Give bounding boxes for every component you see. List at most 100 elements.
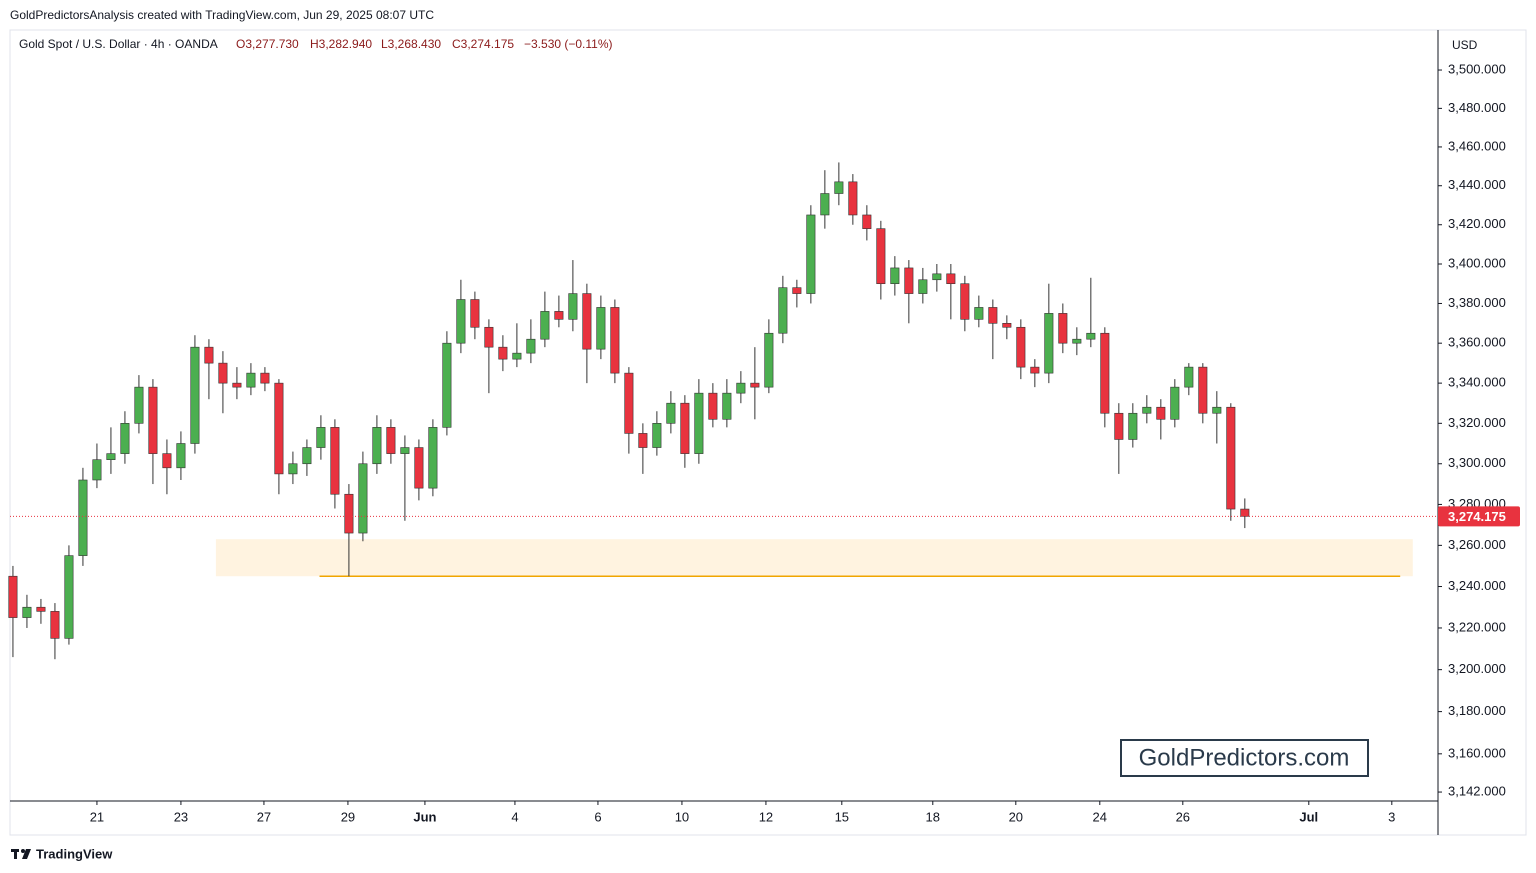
candle-body bbox=[946, 273, 956, 285]
candle-body bbox=[232, 382, 242, 388]
y-tick-label: 3,500.000 bbox=[1448, 61, 1506, 76]
change: −3.530 (−0.11%) bbox=[524, 37, 613, 51]
candle-body bbox=[1086, 332, 1096, 340]
candle-body bbox=[260, 372, 270, 384]
caption: GoldPredictorsAnalysis created with Trad… bbox=[10, 8, 434, 22]
candle-body bbox=[92, 459, 102, 481]
x-tick-label: 10 bbox=[675, 809, 689, 824]
last-price-label: 3,274.175 bbox=[1448, 509, 1506, 524]
candle-body bbox=[498, 346, 508, 360]
candle-body bbox=[778, 287, 788, 334]
candle-body bbox=[540, 311, 550, 340]
candle-body bbox=[470, 299, 480, 328]
candle-body bbox=[638, 433, 648, 448]
x-tick-label: 3 bbox=[1388, 809, 1395, 824]
candle-body bbox=[680, 402, 690, 454]
x-tick-label: 23 bbox=[174, 809, 188, 824]
candle-body bbox=[862, 214, 872, 229]
ohlc-low: L3,268.430 bbox=[381, 37, 441, 51]
x-tick-label: 29 bbox=[341, 809, 355, 824]
candle-body bbox=[596, 307, 606, 350]
y-tick-label: 3,340.000 bbox=[1448, 375, 1506, 390]
y-tick-label: 3,160.000 bbox=[1448, 745, 1506, 760]
candle-body bbox=[1002, 322, 1012, 328]
y-tick-label: 3,300.000 bbox=[1448, 455, 1506, 470]
candle-body bbox=[358, 463, 368, 534]
candle-body bbox=[792, 287, 802, 294]
candle-body bbox=[1100, 332, 1110, 414]
candle-body bbox=[764, 332, 774, 388]
candle-body bbox=[1226, 406, 1236, 510]
candle-body bbox=[386, 427, 396, 454]
candle-body bbox=[64, 555, 74, 639]
candle-body bbox=[456, 299, 466, 344]
candle-body bbox=[708, 392, 718, 420]
x-tick-label: 18 bbox=[926, 809, 940, 824]
candle-body bbox=[344, 493, 354, 534]
y-tick-label: 3,260.000 bbox=[1448, 537, 1506, 552]
candle-body bbox=[204, 346, 214, 364]
candle-body bbox=[1128, 412, 1138, 440]
candle-body bbox=[918, 279, 928, 294]
x-tick-label: 6 bbox=[594, 809, 601, 824]
candle-body bbox=[890, 267, 900, 285]
candle-body bbox=[1016, 326, 1026, 368]
candle-body bbox=[302, 447, 312, 465]
candle-body bbox=[330, 427, 340, 495]
candle-body bbox=[554, 311, 564, 320]
candle-body bbox=[372, 427, 382, 465]
candle-body bbox=[610, 307, 620, 374]
candle-body bbox=[526, 338, 536, 354]
candle-body bbox=[316, 427, 326, 448]
brand-logo bbox=[11, 849, 31, 859]
y-tick-label: 3,380.000 bbox=[1448, 295, 1506, 310]
candle-body bbox=[512, 352, 522, 360]
candle-body bbox=[652, 423, 662, 448]
candle-body bbox=[106, 453, 116, 460]
candle-body bbox=[1114, 412, 1124, 440]
watermark: GoldPredictors.com bbox=[1139, 744, 1350, 771]
ohlc-high: H3,282.940 bbox=[310, 37, 372, 51]
candle-body bbox=[1184, 366, 1194, 388]
ohlc-open: O3,277.730 bbox=[236, 37, 299, 51]
candle-body bbox=[820, 193, 830, 216]
candle-body bbox=[414, 447, 424, 489]
candle-body bbox=[400, 447, 410, 454]
candle-body bbox=[246, 372, 256, 388]
candle-body bbox=[736, 382, 746, 394]
candle-body bbox=[1142, 406, 1152, 414]
x-tick-label: Jul bbox=[1299, 809, 1318, 824]
candle-body bbox=[1058, 313, 1068, 344]
candle-body bbox=[834, 181, 844, 194]
candle-body bbox=[288, 463, 298, 475]
candle-body bbox=[974, 307, 984, 320]
candle-body bbox=[848, 181, 858, 216]
candle-body bbox=[1072, 338, 1082, 344]
x-tick-label: 21 bbox=[90, 809, 104, 824]
candle-body bbox=[50, 611, 60, 639]
candle-body bbox=[960, 283, 970, 320]
candle-body bbox=[120, 423, 130, 454]
y-tick-label: 3,320.000 bbox=[1448, 415, 1506, 430]
candle-body bbox=[904, 267, 914, 294]
candle-body bbox=[22, 606, 32, 618]
candle-body bbox=[988, 307, 998, 324]
ohlc-close: C3,274.175 bbox=[452, 37, 514, 51]
candle-body bbox=[176, 443, 186, 469]
plot: 3,142.000 3,160.000 3,180.000 3,200.000 3,22… bbox=[8, 61, 1506, 824]
y-tick-label: 3,460.000 bbox=[1448, 138, 1506, 153]
candle-body bbox=[582, 293, 592, 350]
candle-body bbox=[750, 382, 760, 388]
candle-body bbox=[1156, 406, 1166, 420]
candle-body bbox=[624, 372, 634, 434]
candle-body bbox=[1030, 366, 1040, 374]
candle-body bbox=[274, 382, 284, 475]
candle-body bbox=[148, 386, 158, 454]
candle-body bbox=[218, 362, 228, 384]
y-tick-label: 3,142.000 bbox=[1448, 783, 1506, 798]
candle-body bbox=[78, 479, 88, 556]
support-zone bbox=[215, 539, 1413, 577]
x-tick-label: 20 bbox=[1009, 809, 1023, 824]
candle-body bbox=[484, 326, 494, 348]
x-tick-label: 27 bbox=[257, 809, 271, 824]
